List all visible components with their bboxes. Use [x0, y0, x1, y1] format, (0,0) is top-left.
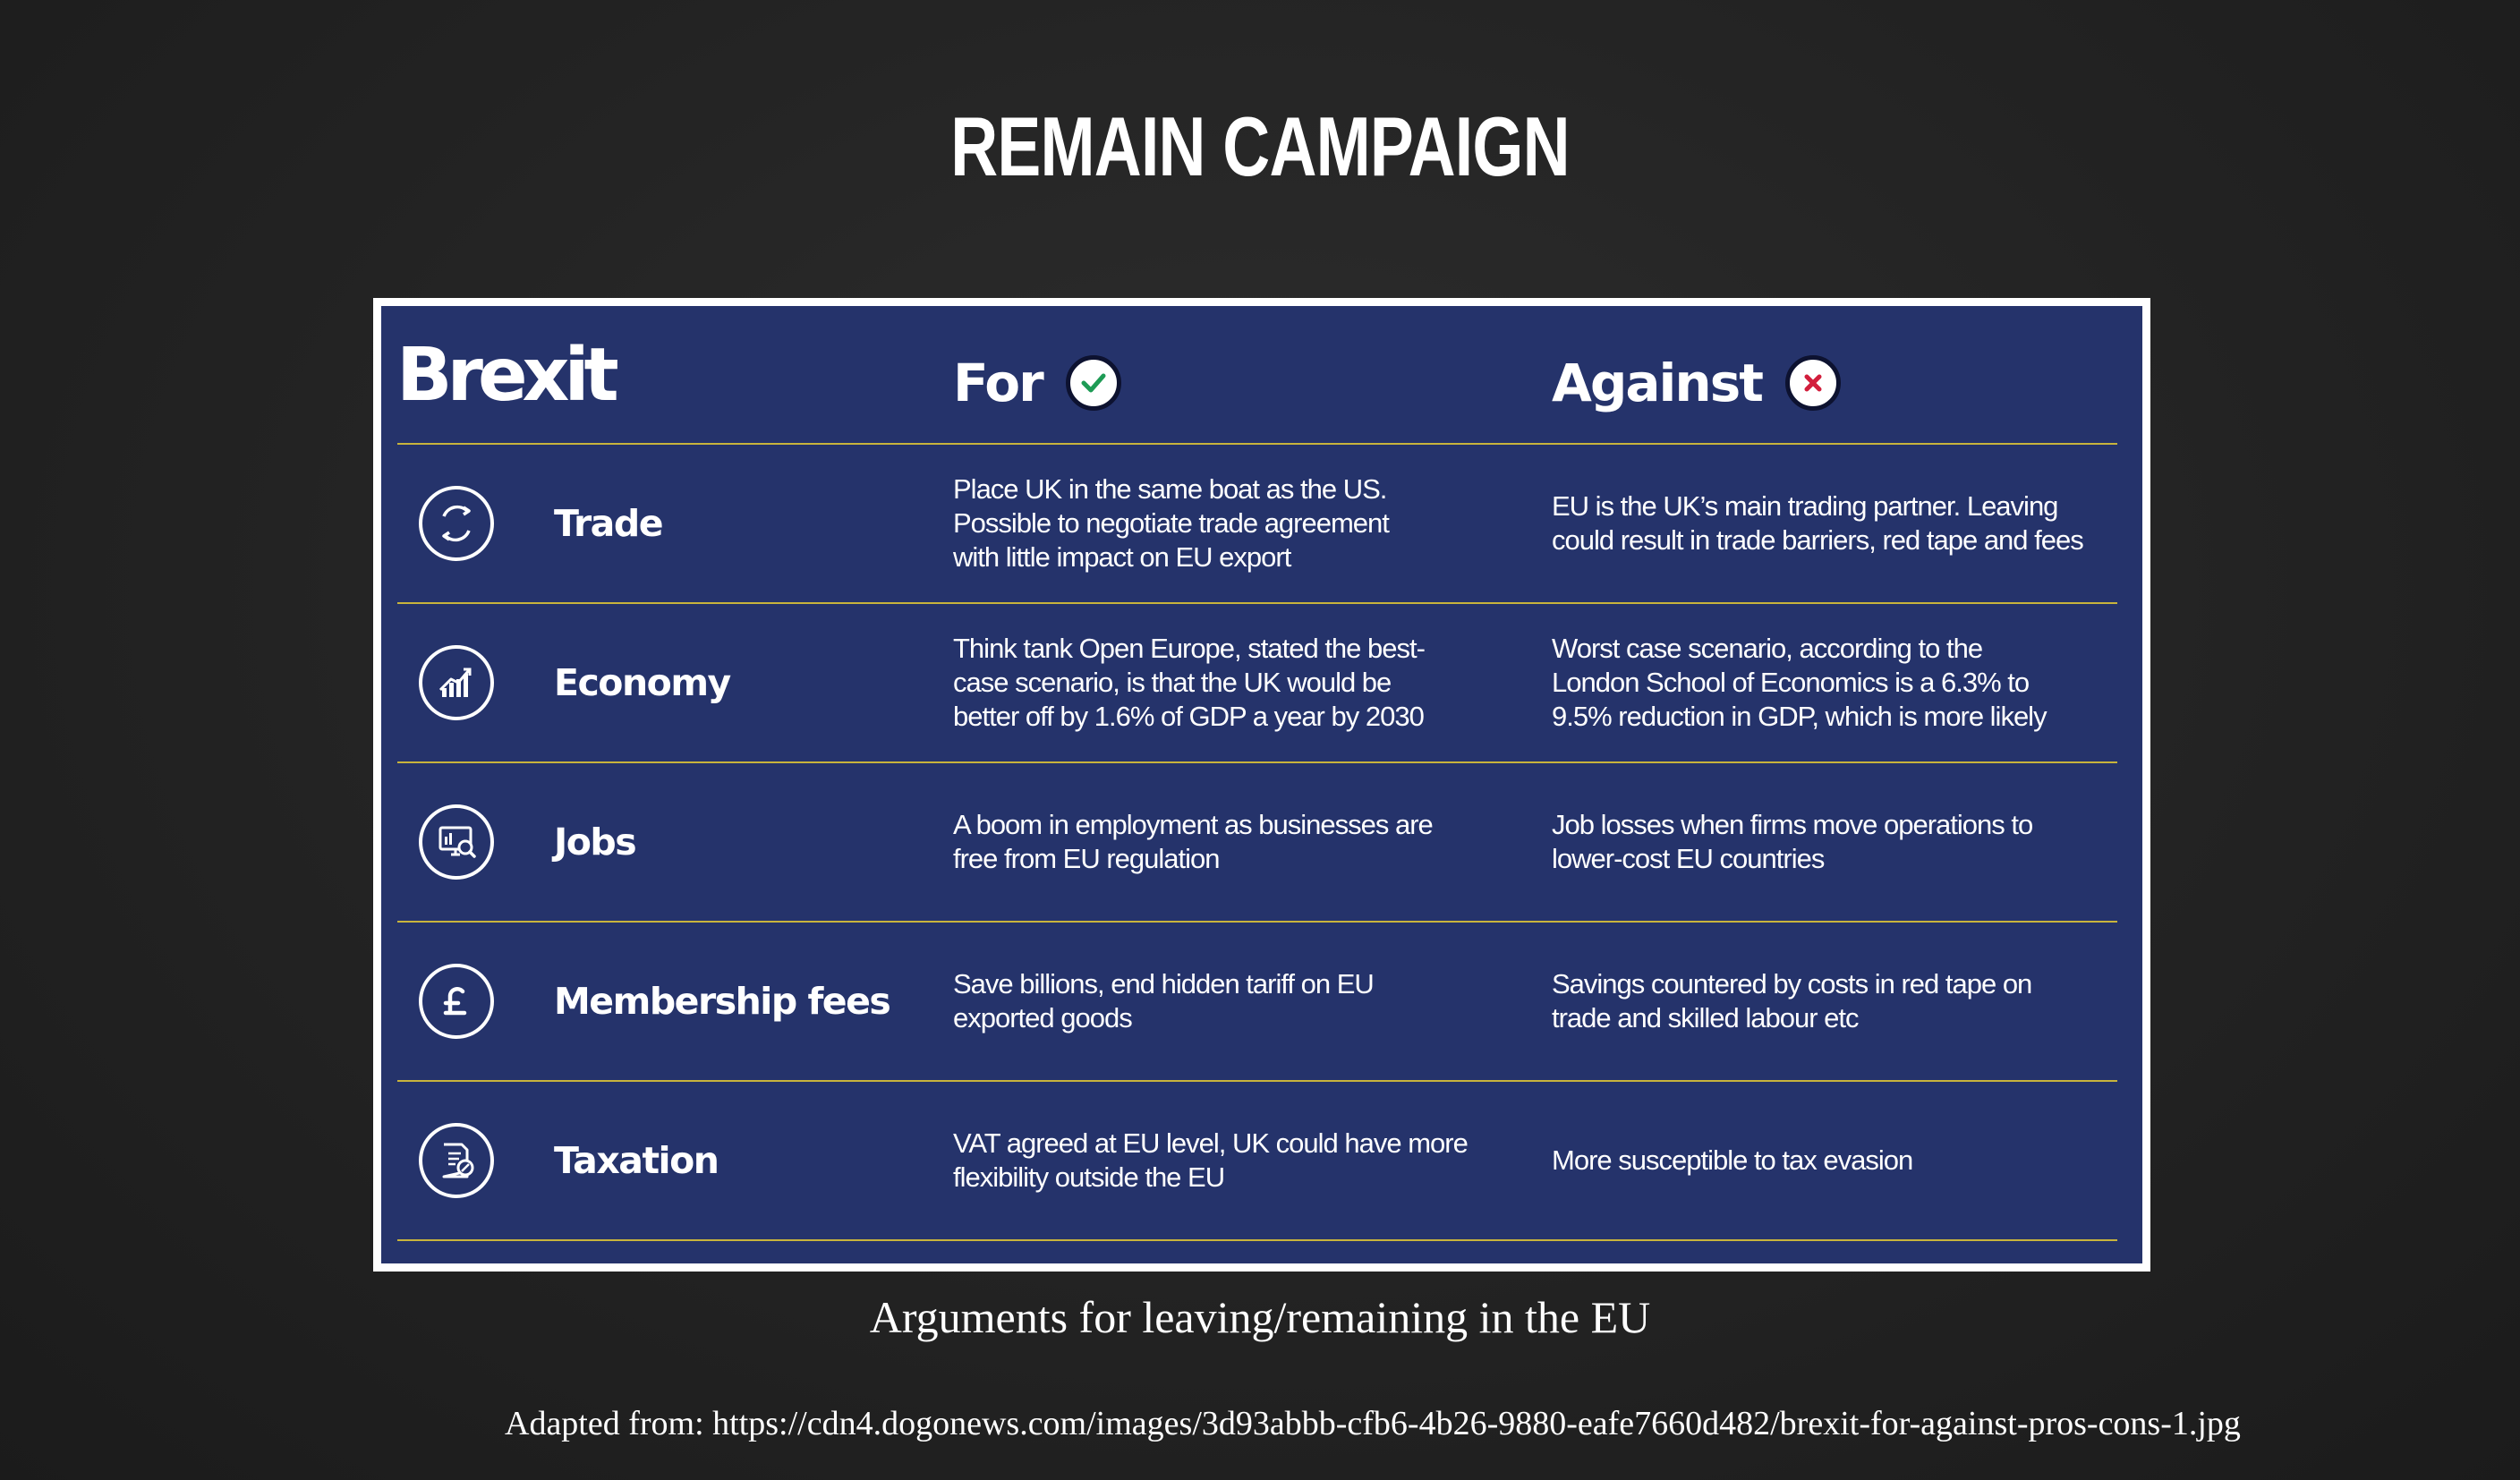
against-cell-jobs: Job losses when firms move operations to…: [1552, 809, 2033, 874]
row-label-trade: Trade: [554, 502, 664, 545]
row-divider: [397, 921, 2117, 923]
check-icon: [1065, 355, 1121, 411]
brexit-logo-text: Brexit: [396, 333, 619, 418]
against-column-heading: Against: [1552, 347, 1841, 419]
table-row-membership-fees: Membership fees Save billions, end hidde…: [381, 923, 2142, 1080]
bottom-divider: [397, 1239, 2117, 1241]
against-cell-taxation: More susceptible to tax evasion: [1552, 1144, 1913, 1176]
against-cell-economy: Worst case scenario, according to the Lo…: [1552, 633, 2048, 732]
for-cell-taxation: VAT agreed at EU level, UK could have mo…: [953, 1127, 1469, 1193]
for-cell-jobs: A boom in employment as businesses are f…: [953, 809, 1434, 874]
row-label-jobs: Jobs: [554, 821, 637, 863]
figure-caption: Arguments for leaving/remaining in the E…: [869, 1292, 1651, 1342]
for-heading-label: For: [953, 353, 1044, 413]
growth-chart-icon: [419, 645, 494, 720]
row-label-membership-fees: Membership fees: [554, 980, 891, 1023]
header-divider: [397, 443, 2117, 445]
tax-document-icon: [419, 1123, 494, 1198]
pound-icon: [419, 964, 494, 1039]
table-row-taxation: Taxation VAT agreed at EU level, UK coul…: [381, 1082, 2142, 1239]
table-row-economy: Economy Think tank Open Europe, stated t…: [381, 604, 2142, 761]
against-cell-membership-fees: Savings countered by costs in red tape o…: [1552, 968, 2032, 1033]
source-attribution: Adapted from: https://cdn4.dogonews.com/…: [505, 1405, 2241, 1442]
slide-title: REMAIN CAMPAIGN: [950, 99, 1570, 193]
for-cell-membership-fees: Save billions, end hidden tariff on EU e…: [953, 968, 1375, 1033]
row-label-taxation: Taxation: [554, 1139, 719, 1182]
for-cell-trade: Place UK in the same boat as the US. Pos…: [953, 473, 1390, 573]
against-heading-label: Against: [1552, 353, 1764, 413]
row-label-economy: Economy: [554, 661, 731, 704]
row-divider: [397, 602, 2117, 604]
table-row-trade: Trade Place UK in the same boat as the U…: [381, 445, 2142, 602]
job-search-icon: [419, 804, 494, 880]
for-column-heading: For: [953, 347, 1121, 419]
cross-icon: [1784, 355, 1841, 411]
row-divider: [397, 761, 2117, 763]
for-cell-economy: Think tank Open Europe, stated the best-…: [953, 633, 1426, 732]
brexit-infographic: Brexit For Against: [373, 298, 2150, 1272]
table-row-jobs: Jobs A boom in employment as businesses …: [381, 763, 2142, 921]
against-cell-trade: EU is the UK’s main trading partner. Lea…: [1552, 490, 2084, 556]
row-divider: [397, 1080, 2117, 1082]
refresh-cycle-icon: [419, 486, 494, 561]
infographic-panel: Brexit For Against: [381, 306, 2142, 1263]
